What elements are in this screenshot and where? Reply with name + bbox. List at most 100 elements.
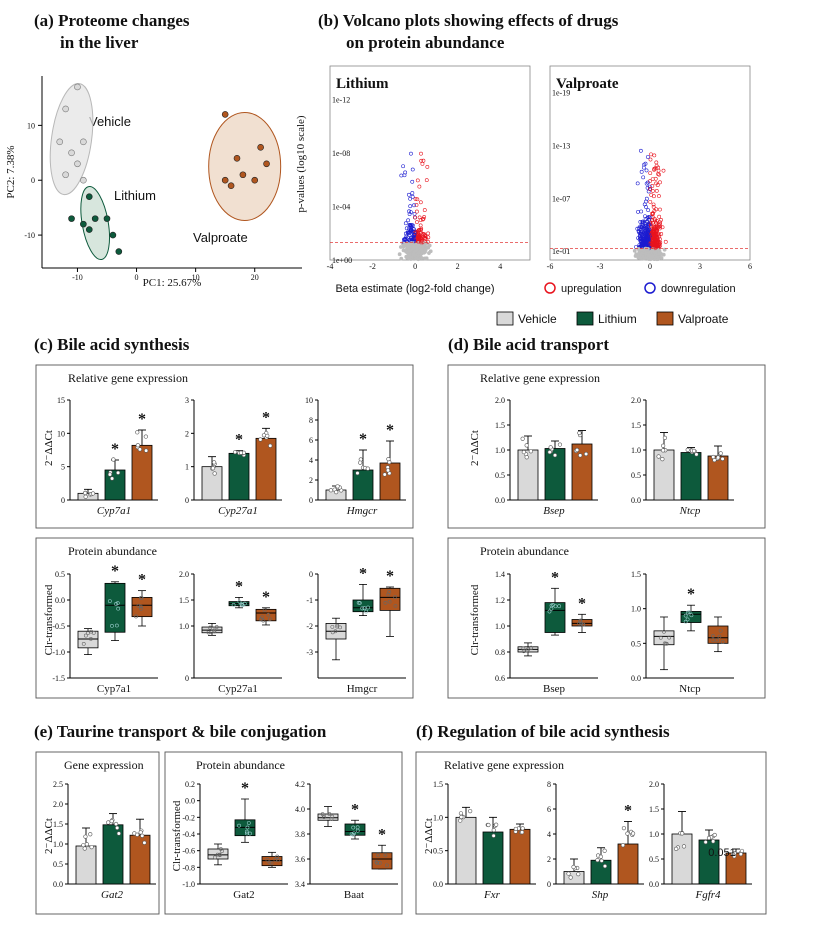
d-protein-bsep-datapoint <box>557 604 562 609</box>
f-gene-shp-datapoint <box>602 848 607 853</box>
volcano-lithium-point <box>413 197 418 201</box>
pca-label-lithium: Lithium <box>114 188 156 203</box>
volcano-valproate-point <box>647 217 651 222</box>
c-gene-hmgcr-ytick-label: 6 <box>309 436 313 445</box>
c-protein-cyp27a1-datapoint <box>208 625 212 630</box>
title-e: (e) Taurine transport & bile conjugation <box>34 722 327 741</box>
c-protein-cyp27a1-ytick-label: 1.5 <box>179 596 189 605</box>
c-gene-cyp27a1-ytick-label: 3 <box>185 396 189 405</box>
e-protein-gat2-ytick-label: -1.0 <box>182 880 195 889</box>
volcano-lithium-point <box>422 208 427 212</box>
f-gene-shp-ytick-label: 8 <box>547 780 551 789</box>
legend-down-label: downregulation <box>661 283 736 295</box>
volcano-valproate-point <box>655 241 660 245</box>
pca-xtick-label: -10 <box>72 273 83 282</box>
volcano-lithium-point <box>416 232 421 237</box>
e-protein-gat2-ytick-label: -0.8 <box>182 863 195 872</box>
volcano-valproate-point <box>651 205 656 209</box>
d-gene-ntcp-datapoint <box>691 448 697 453</box>
volcano-lithium-point <box>425 165 430 169</box>
volcano-lithium-point <box>421 216 426 221</box>
c-gene-cyp27a1-datapoint <box>265 433 270 439</box>
e-protein-gat2-datapoint <box>244 829 249 834</box>
c-protein-hmgcr-datapoint <box>356 600 361 605</box>
pca-point-lithium <box>85 193 93 200</box>
pca-label-vehicle: Vehicle <box>89 114 131 129</box>
e-gene-gat2-datapoint <box>140 833 145 838</box>
e-protein-baat-ytick-label: 4.0 <box>295 805 305 814</box>
d-protein-bsep-sig-star: * <box>578 595 586 612</box>
pca-point-lithium <box>91 215 99 222</box>
f-gene-shp-datapoint <box>630 831 636 836</box>
legend-vehicle-swatch <box>496 311 514 326</box>
volcano-lithium-point <box>426 239 430 244</box>
c-gene-hmgcr-ytick-label: 2 <box>309 476 313 485</box>
c-protein-hmgcr-datapoint <box>387 590 392 594</box>
volcano-valproate-point <box>644 199 648 204</box>
volcano-valproate-point <box>655 231 660 236</box>
e-protein-baat-datapoint <box>321 813 326 818</box>
c-protein-hmgcr-ytick-label: -1 <box>306 596 313 605</box>
e-gene-gat2-ytick-label: 1.0 <box>53 840 63 849</box>
c-gene-cyp27a1-sig-star: * <box>262 409 270 426</box>
e-gene-gat2-datapoint <box>83 834 88 839</box>
e-protein-baat-sig-star: * <box>378 826 386 843</box>
f-gene-fxr-ytick-label: 0.0 <box>433 880 443 889</box>
volcano-valproate-point <box>655 224 660 229</box>
c-protein-hmgcr-datapoint <box>330 624 335 629</box>
e-gene-gat2-datapoint <box>88 832 93 837</box>
volcano-lithium-point <box>403 170 408 175</box>
c-protein-cyp7a1-ytick-label: -1.0 <box>52 648 65 657</box>
volcano-valproate-xtick-label: 0 <box>648 262 652 271</box>
volcano-lithium-point <box>410 179 415 184</box>
f-gene-shp-datapoint <box>625 831 630 836</box>
c-gene-hmgcr-datapoint <box>382 472 387 477</box>
volcano-valproate-point <box>655 257 659 262</box>
volcano-valproate-point <box>651 229 656 234</box>
volcano-valproate-point <box>648 171 653 175</box>
d-gene-ntcp-ytick-label: 1.0 <box>631 446 641 455</box>
volcano-lithium-point <box>397 252 402 257</box>
c-gene-hmgcr-xlabel: Hmgcr <box>346 505 378 517</box>
d-gene-ntcp-xlabel: Ntcp <box>679 505 701 517</box>
f-gene-fxr-datapoint <box>486 822 491 828</box>
c-gene-cyp7a1-datapoint <box>116 470 121 475</box>
f-gene-fxr-datapoint <box>513 826 518 832</box>
e-protein-gat2-datapoint <box>213 855 217 860</box>
d-gene-ntcp-datapoint <box>694 452 699 457</box>
volcano-lithium-ytick-label: 1e-04 <box>332 202 350 211</box>
volcano-valproate-point <box>643 214 647 219</box>
c-gene-hmgcr-ytick-label: 10 <box>305 396 313 405</box>
title-c: (c) Bile acid synthesis <box>34 335 190 354</box>
title-b-line2: on protein abundance <box>346 33 505 52</box>
c-protein-cyp7a1-box <box>104 582 126 633</box>
e-gene-gat2-datapoint <box>106 820 111 825</box>
e-gene-gat2-ytick-label: 0.5 <box>53 860 63 869</box>
volcano-lithium-point <box>404 234 409 238</box>
volcano-lithium-point <box>415 220 419 225</box>
pca-point-valproate <box>239 171 247 179</box>
volcano-valproate-point <box>636 230 641 235</box>
volcano-lithium-point <box>404 226 409 231</box>
d-protein-bsep-datapoint <box>581 622 585 627</box>
pca-ytick-label: -10 <box>24 231 35 240</box>
pca-point-vehicle <box>68 149 75 157</box>
c-protein-cyp7a1-datapoint <box>138 604 143 609</box>
e-protein-gat2-datapoint <box>237 823 241 828</box>
f-gene-header: Relative gene expression <box>444 758 564 772</box>
c-gene-hmgcr-datapoint <box>355 471 360 476</box>
d-protein-ntcp-datapoint <box>663 641 668 646</box>
c-protein-cyp7a1-sig-star: * <box>138 572 146 589</box>
volcano-lithium-point <box>416 233 420 238</box>
d-protein-header: Protein abundance <box>480 544 569 558</box>
legend-lithium-label: Lithium <box>598 312 637 326</box>
d-protein-bsep-ytick-label: 0.6 <box>495 674 505 683</box>
d-protein-ntcp-sig-star: * <box>687 586 695 603</box>
volcano-valproate-xtick-label: -3 <box>597 262 604 271</box>
c-protein-cyp27a1-datapoint <box>206 630 211 635</box>
c-gene-cyp7a1-sig-star: * <box>111 441 119 458</box>
e-protein-gat2-sig-star: * <box>241 780 249 797</box>
c-gene-cyp27a1-bar <box>228 452 250 501</box>
volcano-valproate-point <box>636 209 640 214</box>
volcano-ylabel: p-values (log10 scale) <box>295 115 307 212</box>
